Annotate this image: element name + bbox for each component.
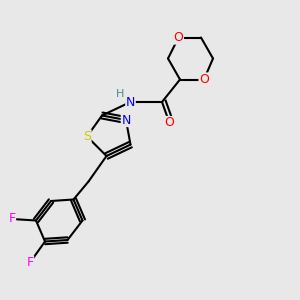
Text: O: O [174,31,183,44]
Text: O: O [199,73,209,86]
Text: N: N [126,95,135,109]
Text: H: H [116,89,124,100]
Text: N: N [121,113,131,127]
Text: O: O [165,116,174,130]
Text: F: F [26,256,34,269]
Text: S: S [83,130,91,143]
Text: F: F [8,212,16,226]
